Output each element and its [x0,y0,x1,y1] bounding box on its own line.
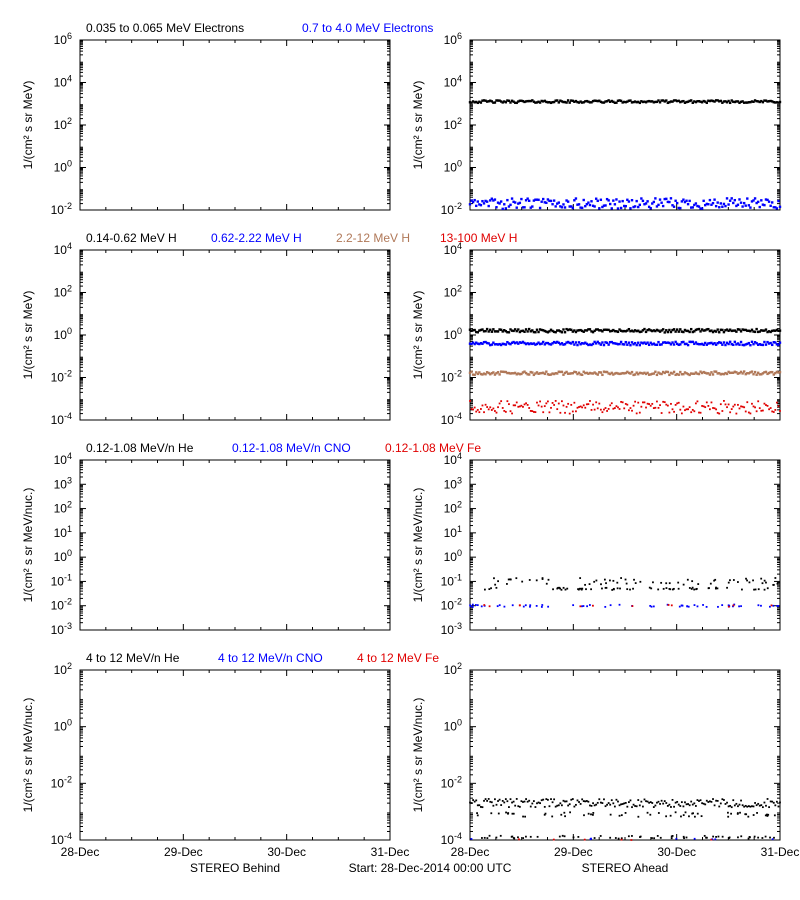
y-tick-label: 102 [444,500,462,516]
y-tick-label: 100 [54,548,72,564]
data-series [481,835,775,840]
y-tick-label: 10-2 [51,597,72,613]
y-tick-label: 10-1 [51,572,72,588]
series-title: 0.12-1.08 MeV/n He [86,441,194,455]
y-tick-label: 103 [444,475,462,491]
y-tick-label: 100 [444,326,462,342]
x-tick-label: 29-Dec [164,845,203,859]
y-tick-label: 104 [54,241,72,257]
y-tick-label: 100 [444,159,462,175]
y-tick-label: 102 [54,661,72,677]
y-axis-label: 1/(cm² s sr MeV/nuc.) [411,698,425,813]
data-series [493,577,778,586]
y-tick-label: 100 [444,718,462,734]
data-series [469,370,781,376]
y-tick-label: 10-4 [441,411,462,427]
y-tick-label: 104 [444,74,462,90]
y-tick-label: 104 [54,74,72,90]
data-series [469,328,781,334]
x-tick-label: 31-Dec [761,845,800,859]
x-tick-label: 30-Dec [657,845,696,859]
y-tick-label: 102 [54,116,72,132]
y-tick-label: 100 [54,159,72,175]
x-tick-label: 29-Dec [554,845,593,859]
data-series [476,811,776,817]
y-tick-label: 10-3 [51,621,72,637]
data-series [469,99,781,104]
y-tick-label: 10-2 [441,201,462,217]
y-tick-label: 102 [54,500,72,516]
series-title: 2.2-12 MeV H [336,231,410,245]
x-tick-label: 30-Dec [267,845,306,859]
y-tick-label: 10-3 [441,621,462,637]
series-title: 0.7 to 4.0 MeV Electrons [302,21,433,35]
x-tick-label: 28-Dec [451,845,490,859]
y-axis-label: 1/(cm² s sr MeV) [411,81,425,170]
data-series [469,341,781,347]
bottom-label-right: STEREO Ahead [582,861,669,875]
y-tick-label: 106 [444,31,462,47]
y-tick-label: 104 [444,241,462,257]
y-tick-label: 10-2 [441,369,462,385]
y-tick-label: 102 [444,661,462,677]
x-tick-label: 28-Dec [61,845,100,859]
y-tick-label: 100 [54,326,72,342]
y-tick-label: 10-1 [441,572,462,588]
y-tick-label: 100 [54,718,72,734]
y-tick-label: 10-2 [51,369,72,385]
y-tick-label: 10-2 [441,597,462,613]
y-tick-label: 106 [54,31,72,47]
y-axis-label: 1/(cm² s sr MeV/nuc.) [411,488,425,603]
y-tick-label: 101 [54,524,72,540]
y-tick-label: 104 [54,451,72,467]
series-title: 0.035 to 0.065 MeV Electrons [86,21,244,35]
y-axis-label: 1/(cm² s sr MeV/nuc.) [21,488,35,603]
y-tick-label: 104 [444,451,462,467]
series-title: 0.14-0.62 MeV H [86,231,177,245]
stereo-flux-chart: 0.035 to 0.065 MeV Electrons 0.7 to 4.0 M… [0,0,800,900]
y-tick-label: 10-2 [441,774,462,790]
bottom-label-center: Start: 28-Dec-2014 00:00 UTC [349,861,512,875]
y-tick-label: 10-2 [51,774,72,790]
data-series [484,587,769,591]
series-title: 0.12-1.08 MeV Fe [385,441,481,455]
data-series [469,400,781,414]
y-tick-label: 103 [54,475,72,491]
series-title: 4 to 12 MeV Fe [357,651,439,665]
y-tick-label: 100 [444,548,462,564]
y-tick-label: 101 [444,524,462,540]
data-series [469,798,781,808]
series-title: 4 to 12 MeV/n CNO [218,651,323,665]
y-tick-label: 102 [444,116,462,132]
y-axis-label: 1/(cm² s sr MeV) [21,291,35,380]
y-axis-label: 1/(cm² s sr MeV) [411,291,425,380]
y-tick-label: 102 [54,284,72,300]
x-tick-label: 31-Dec [371,845,410,859]
y-tick-label: 102 [444,284,462,300]
y-axis-label: 1/(cm² s sr MeV/nuc.) [21,698,35,813]
series-title: 0.12-1.08 MeV/n CNO [232,441,351,455]
series-title: 4 to 12 MeV/n He [86,651,180,665]
y-tick-label: 10-4 [51,411,72,427]
y-axis-label: 1/(cm² s sr MeV) [21,81,35,170]
bottom-label-left: STEREO Behind [190,861,280,875]
y-tick-label: 10-2 [51,201,72,217]
series-title: 0.62-2.22 MeV H [211,231,302,245]
